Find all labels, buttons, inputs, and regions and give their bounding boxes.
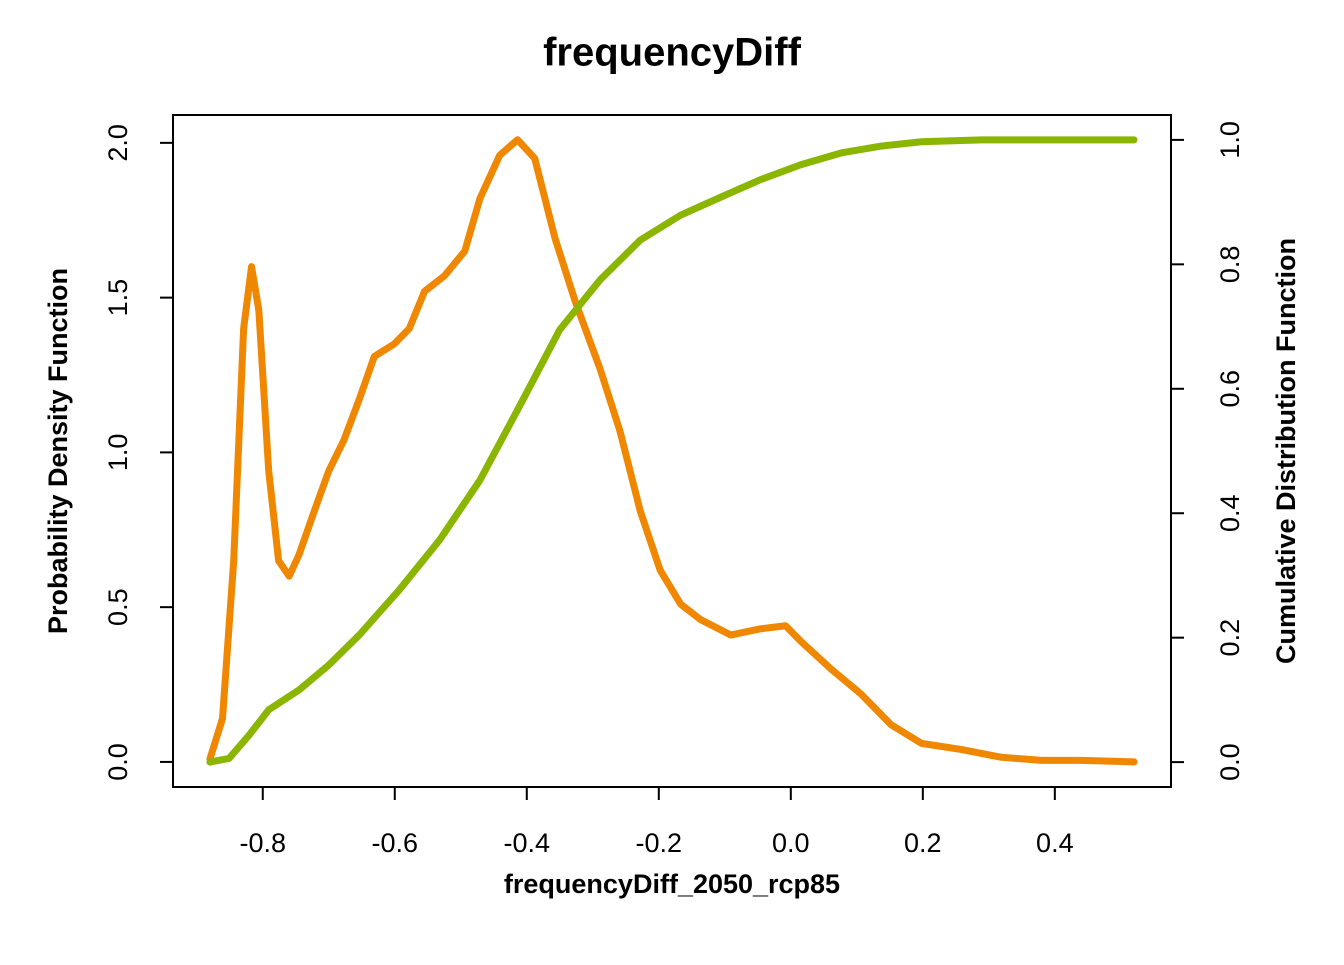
x-tick-label: -0.6 — [372, 828, 419, 858]
y-tick-label: 1.0 — [103, 434, 133, 472]
y2-tick-label: 0.8 — [1215, 246, 1245, 284]
y-tick-label: 2.0 — [103, 124, 133, 162]
x-tick-label: 0.4 — [1036, 828, 1074, 858]
y-tick-label: 1.5 — [103, 279, 133, 317]
series-line — [206, 136, 1138, 766]
x-tick-label: -0.4 — [504, 828, 551, 858]
y2-tick-label: 1.0 — [1215, 121, 1245, 159]
y2-tick-label: 0.4 — [1215, 494, 1245, 532]
y-tick-label: 0.5 — [103, 588, 133, 626]
series-line — [206, 136, 1138, 766]
x-tick-label: -0.2 — [636, 828, 683, 858]
y2-tick-label: 0.0 — [1215, 743, 1245, 781]
chart-title: frequencyDiff — [543, 31, 801, 75]
plot-frame — [172, 114, 1172, 788]
y2-tick-label: 0.6 — [1215, 370, 1245, 408]
y-tick-label: 0.0 — [103, 743, 133, 781]
x-axis-label: frequencyDiff_2050_rcp85 — [504, 869, 840, 899]
y2-tick-label: 0.2 — [1215, 619, 1245, 657]
x-tick-label: -0.8 — [240, 828, 287, 858]
x-tick-label: 0.0 — [772, 828, 810, 858]
y-axis-label: Probability Density Function — [43, 268, 73, 634]
y2-axis-label: Cumulative Distribution Function — [1271, 238, 1301, 664]
x-tick-label: 0.2 — [904, 828, 942, 858]
